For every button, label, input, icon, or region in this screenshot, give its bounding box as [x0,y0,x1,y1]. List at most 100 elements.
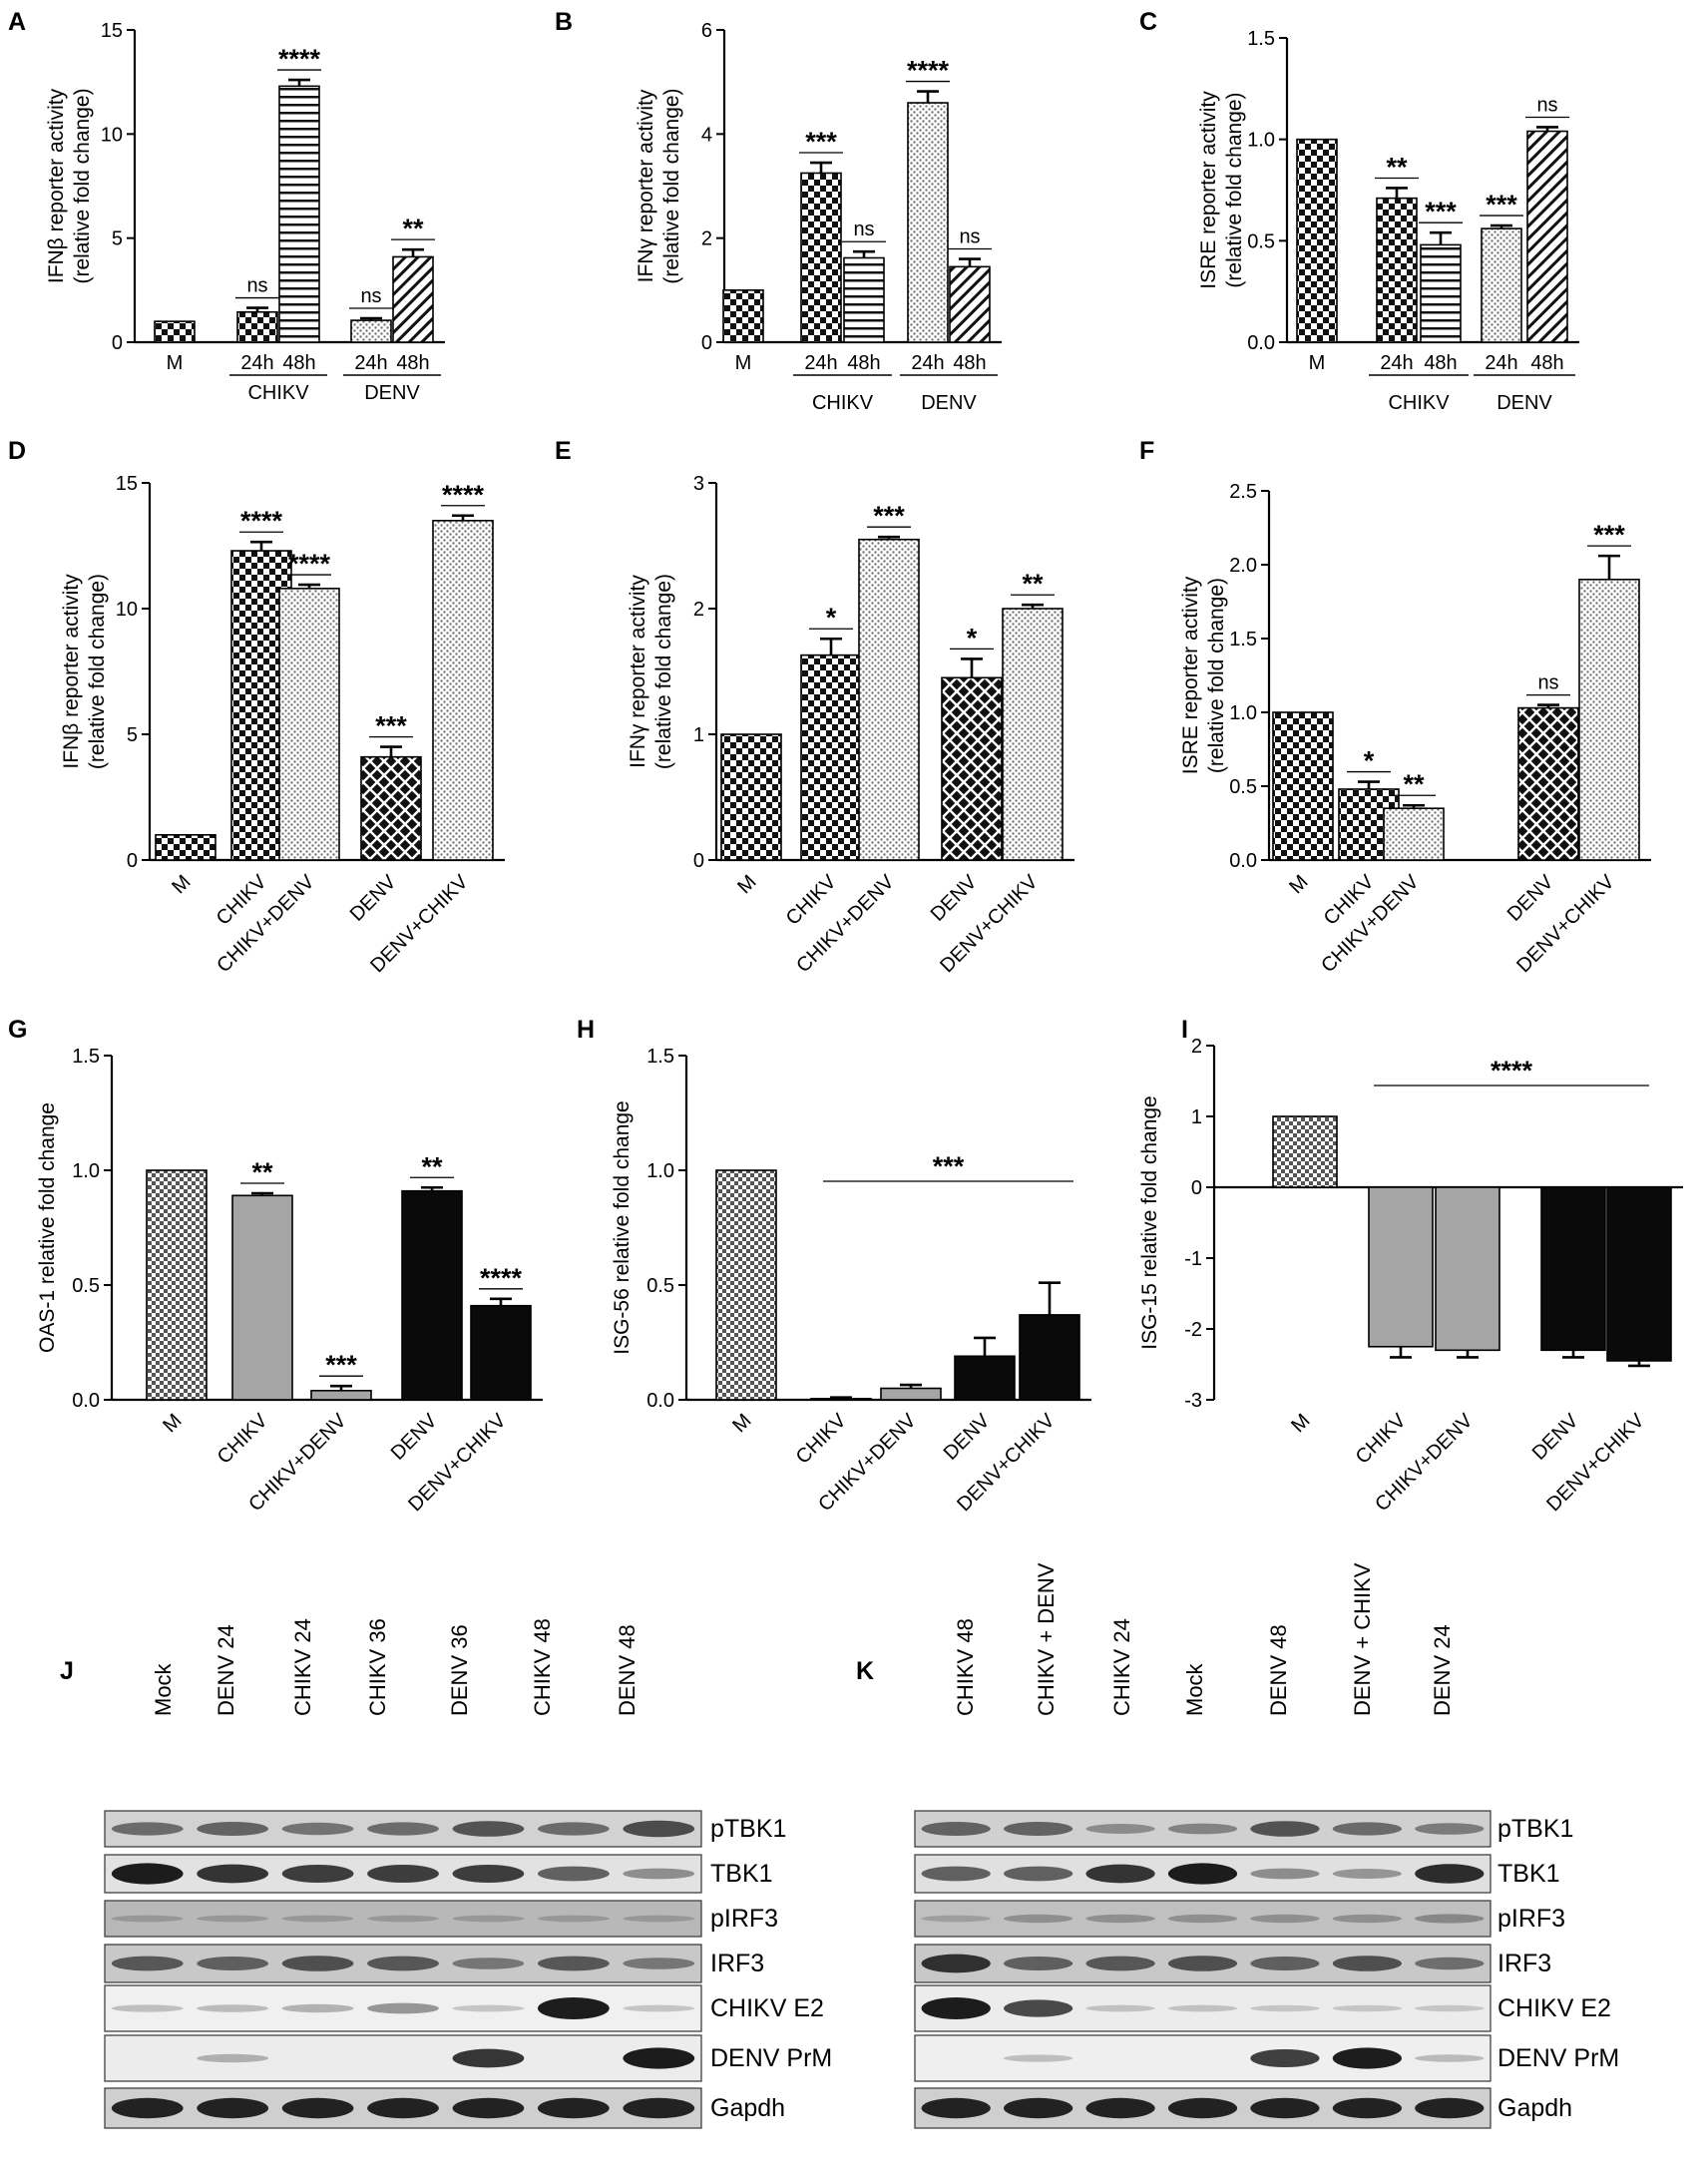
lane-label: Mock [151,1662,176,1716]
blot-band [623,2097,695,2119]
bar-3 [1383,807,1445,861]
x-tick-label: 48h [282,352,315,374]
x-tick-label: M [735,352,752,374]
blot-band [1085,2004,1155,2012]
bar-2 [800,172,842,343]
y-tick-label: 15 [116,473,138,495]
blot-row-chikv-e2: CHIKV E2 [104,1984,824,2032]
blot-band [1167,2097,1238,2119]
blot-band [1004,2097,1073,2119]
blot-band [921,1915,991,1923]
blot-band [197,2097,269,2119]
chart-H: H 0.0 0.5 1.0 1.5 ISG-56 relative fold change… [577,1016,1091,1516]
blot-band [1004,1914,1073,1924]
blot-band [1250,1914,1320,1924]
bar-3 [278,85,320,343]
blot-band [1004,1999,1073,2017]
bar-2 [231,1194,293,1401]
x-tick-label: 24h [911,352,944,374]
blot-band [1085,1864,1155,1884]
y-tick-label: 0.5 [1247,230,1275,252]
bar-1 [715,1169,777,1401]
bar-3 [843,256,885,343]
blot-band [1085,1824,1155,1834]
blot-band [537,1956,610,1971]
blot-row-label: IRF3 [1497,1950,1551,1977]
blot-band [623,2047,695,2069]
panel-letter: D [8,437,26,465]
blot-row-label: CHIKV E2 [1497,1994,1611,2022]
group-label: CHIKV [247,382,309,404]
lane-label: DENV + CHIKV [1350,1562,1375,1716]
y-tick-label: 6 [701,20,712,42]
blot-row-ptbk1: pTBK1 [914,1810,1573,1848]
panel-letter: B [555,8,573,36]
x-tick-label: CHIKV [214,1410,272,1469]
significance-label: *** [1425,197,1457,226]
significance-label: * [967,623,978,653]
y-tick-label: 3 [693,473,704,495]
blot-J: J Mock DENV 24 CHIKV 24 CHIKV 36 DENV 36 CHIKV… [60,1618,832,2129]
blot-band [623,1868,695,1880]
group-label: CHIKV [1388,392,1450,414]
x-tick-label: DENV [387,1410,442,1465]
bar-3 [880,1387,942,1401]
blot-band [537,1997,610,2019]
y-axis-label: (relative fold change) [86,574,109,769]
y-tick-label: 2 [701,228,712,250]
lane-label: DENV 24 [1430,1624,1455,1716]
bar-2 [800,653,862,861]
bar-2 [1376,197,1418,343]
blot-band [537,2097,610,2119]
bar-5 [1002,608,1064,861]
blot-band [452,1821,525,1837]
y-tick-label: 0.5 [646,1275,674,1297]
chart-E: E 0 1 2 3 IFNγ reporter activity (relative fol… [555,437,1074,977]
x-tick-label: 24h [354,352,387,374]
chart-F: F 0.0 0.5 1.0 1.5 2.0 2.5 ISRE reporter activit… [1139,437,1651,977]
bar-5 [1019,1314,1080,1401]
y-axis-label: IFNγ reporter activity [635,89,657,282]
blot-row-tbk1: TBK1 [104,1854,773,1894]
blot-band [623,2004,695,2012]
bar-1 [1272,711,1334,861]
blot-band [1167,1914,1238,1924]
blot-band [452,1958,525,1969]
y-tick-label: 2 [1191,1036,1202,1058]
y-tick-label: 0.0 [646,1390,674,1412]
bar-1 [720,733,782,861]
blot-band [1415,1914,1485,1924]
y-tick-label: 5 [127,724,138,746]
bar-5 [470,1304,532,1401]
significance-label: ns [1537,672,1558,694]
blot-band [1250,1821,1320,1837]
blot-band [1250,2097,1320,2119]
blot-band [1332,1869,1402,1879]
blot-band [921,1954,991,1973]
chart-I: I -3 -2 -1 0 1 2 ISG-15 relative fold change M CH… [1138,1016,1683,1516]
blot-band [921,2097,991,2119]
bar-1 [1296,138,1338,343]
x-tick-label: M [168,871,195,898]
blot-band [281,2097,354,2119]
significance-label: ns [360,285,381,307]
blot-band [1250,2004,1320,2012]
blot-band [1332,2004,1402,2012]
blot-band [452,1865,525,1883]
x-tick-label: M [733,871,760,898]
x-tick-label: 48h [847,352,880,374]
significance-label: ns [246,275,267,297]
blot-band [452,2048,525,2068]
blot-band [111,2004,184,2012]
blot-band [367,2002,439,2014]
significance-label: *** [873,501,905,531]
blot-band [1332,1822,1402,1836]
blot-row-label: TBK1 [1497,1860,1560,1888]
blot-band [623,1915,695,1923]
blot-strip [104,2034,702,2082]
bar-3 [1435,1186,1500,1352]
x-tick-label: M [1285,871,1312,898]
significance-label: ** [251,1157,273,1187]
blot-band [1332,1914,1402,1924]
blot-band [1167,2004,1238,2012]
